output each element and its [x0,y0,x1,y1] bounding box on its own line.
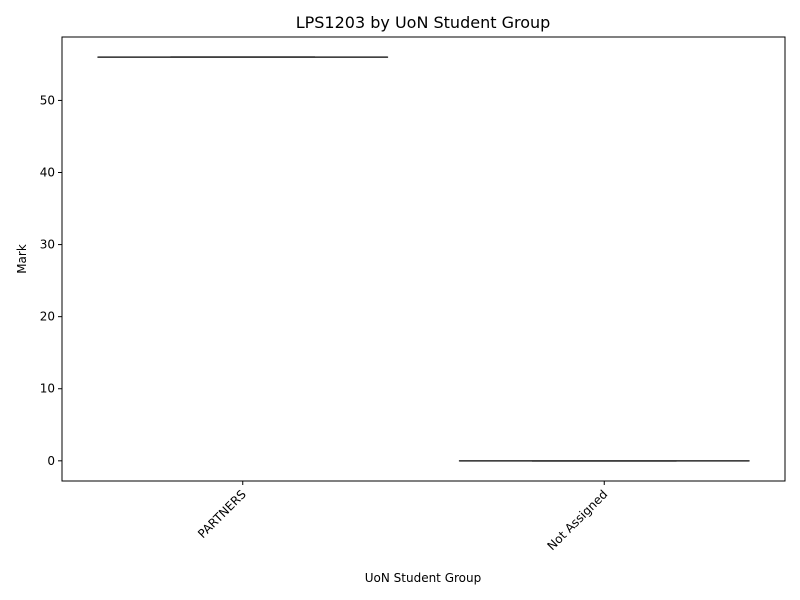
y-axis-label: Mark [15,244,29,274]
y-tick-label: 40 [40,166,55,180]
y-tick-label: 50 [40,93,55,107]
y-tick-label: 10 [40,382,55,396]
y-tick-label: 30 [40,238,55,252]
y-tick-label: 20 [40,310,55,324]
x-axis-label: UoN Student Group [365,571,482,585]
y-tick-label: 0 [47,454,55,468]
axes-frame [61,36,786,482]
chart-title: LPS1203 by UoN Student Group [296,13,551,32]
plot-area [61,36,786,482]
y-axis: 0 10 20 30 40 50 [40,93,62,468]
